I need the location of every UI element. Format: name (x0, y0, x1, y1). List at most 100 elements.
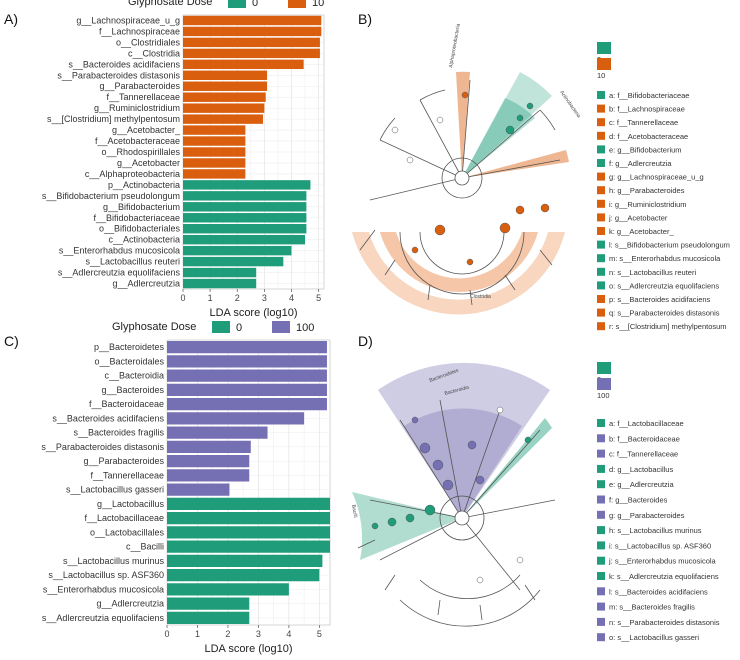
clade-highlight-bacilli (352, 492, 462, 560)
legend-entry: p: s__Bacteroides acidifaciens (609, 295, 711, 304)
bar (167, 497, 330, 511)
x-tick-label: 4 (289, 293, 294, 303)
bar (167, 526, 330, 539)
bar (167, 369, 327, 382)
x-tick-label: 1 (195, 629, 200, 639)
bar-label: g__Ruminiclostridium (94, 103, 180, 113)
legend-entry-swatch (597, 254, 605, 263)
bar-label: o__Bifidobacteriales (99, 224, 181, 234)
bar-label: p__Actinobacteria (108, 180, 180, 190)
bar-label: s__Lactobacillus murinus (63, 556, 165, 566)
legend-entry: c: f__Tannerellaceae (609, 450, 678, 459)
bar (183, 245, 292, 256)
legend-entry-swatch (597, 240, 605, 249)
bar (183, 256, 284, 267)
legend-title: Glyphosate Dose (112, 321, 196, 333)
bar-label: s__Lactobacillus gasseri (66, 485, 164, 495)
legend-entry-swatch (597, 118, 605, 127)
legend-entry: k: s__Adlercreutzia equolifaciens (609, 572, 719, 581)
bar-label: s__Parabacteroides distasonis (57, 70, 180, 80)
legend-label: 0 (252, 0, 258, 9)
legend-entry: j: g__Acetobacter (608, 213, 668, 222)
x-tick-label: 3 (256, 629, 261, 639)
bar (183, 202, 307, 212)
bar-label: g__Adlercreutzia (96, 599, 164, 609)
bar (183, 15, 322, 26)
legend-label: 100 (296, 322, 314, 334)
x-tick-label: 4 (286, 629, 291, 639)
panel-label-b: B) (358, 11, 372, 27)
legend-entry-swatch (597, 617, 605, 626)
clade-label: Alphaproteobacteria (448, 23, 462, 68)
bar (183, 26, 322, 37)
legend-entry-swatch (597, 633, 605, 642)
legend-swatch (597, 378, 611, 390)
bar-label: g__Bifidobacterium (103, 202, 180, 212)
plot-area (166, 339, 331, 626)
legend-entry-swatch (597, 131, 605, 140)
bar (183, 136, 246, 146)
legend-swatch (597, 58, 611, 70)
bar-label: c__Clostridia (128, 48, 180, 58)
lda-bar-chart-a: Glyphosate Dose 0 10g__Lachnospiraceae_u_g… (42, 0, 325, 319)
clade-label: Actinobacteria (558, 90, 581, 120)
bar-label: g__Parabacteroides (99, 81, 180, 91)
legend-entry-swatch (597, 526, 605, 535)
bar-label: f__Acetobacteraceae (95, 136, 180, 146)
bar (183, 103, 265, 113)
bar-label: o__Rhodospirillales (101, 147, 180, 157)
legend-entry-swatch (597, 541, 605, 550)
legend-entry: b: f__Bacteroidaceae (609, 434, 680, 443)
bar (167, 611, 250, 625)
bar-label: s__Bacteroides fragilis (73, 428, 164, 438)
legend-entry: i: s__Lactobacillus sp. ASF360 (609, 541, 711, 550)
bar-label: s__Enterorhabdus mucosicola (59, 246, 180, 256)
bar (183, 180, 311, 190)
bar-label: f__Lachnospiraceae (99, 26, 180, 36)
bar (167, 469, 250, 482)
legend-entry: a: f__Bifidobacteriaceae (609, 91, 689, 100)
legend-entry-swatch (597, 322, 605, 331)
legend-entry: b: f__Lachnospiraceae (609, 105, 685, 114)
bar-label: c__Bacteroidia (104, 371, 164, 381)
bar (183, 92, 266, 102)
bar (183, 267, 257, 278)
bar (183, 147, 246, 157)
clade-label: Clostridia (470, 294, 491, 300)
legend-swatch (597, 42, 611, 54)
legend-entry-swatch (597, 104, 605, 113)
bar-label: s__Lactobacillus reuteri (85, 257, 180, 267)
clade-highlight-clostridia (352, 232, 565, 315)
x-tick-label: 2 (225, 629, 230, 639)
bar-label: s__Adlercreutzia equolifaciens (42, 613, 165, 623)
clade-highlight-bacteroidales (404, 408, 522, 518)
bar-label: g__Acetobacter_ (112, 125, 181, 135)
legend-entry: l: s__Bacteroides acidifaciens (609, 587, 708, 596)
legend-swatch (212, 321, 230, 333)
chart-legend: Glyphosate Dose 0 10 (128, 0, 324, 9)
bar (167, 568, 320, 582)
bar-label: o__Lactobacillales (90, 527, 165, 537)
legend-entry: g: g__Parabacteroides (609, 511, 685, 520)
bar (183, 234, 306, 245)
x-tick-label: 1 (208, 293, 213, 303)
bar (183, 48, 320, 59)
bar (167, 554, 323, 568)
bar-label: g__Adlercreutzia (112, 279, 180, 289)
bar (167, 412, 305, 425)
legend-entry-swatch (597, 186, 605, 195)
clade-highlight-actinobacteria (462, 72, 552, 178)
legend-entry: a: f__Lactobacillaceae (609, 419, 684, 428)
bar-label: s__[Clostridium] methylpentosum (47, 114, 180, 124)
x-axis-title: LDA score (log10) (209, 307, 297, 319)
bar-label: o__Clostridiales (116, 37, 181, 47)
bar-label: g__Lactobacillus (97, 499, 165, 509)
panel-label-a: A) (4, 11, 18, 27)
x-axis-title: LDA score (log10) (204, 643, 292, 655)
bar (167, 383, 327, 397)
legend-label: 10 (597, 71, 605, 80)
